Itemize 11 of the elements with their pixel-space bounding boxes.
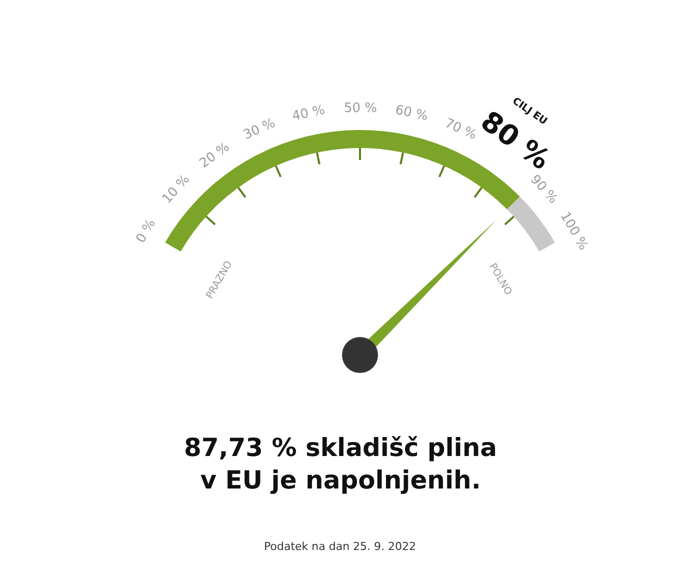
text: Podatek na dan 25. 9. 2022 — [264, 540, 416, 553]
text: 87,73 % skladišč plina v EU je napolnjenih. — [184, 433, 498, 494]
text: 60 % — [394, 102, 430, 124]
text: 0 % — [134, 216, 159, 246]
text: 70 % — [442, 116, 479, 144]
text: 90 % — [527, 172, 560, 207]
text: 50 % — [344, 101, 378, 116]
text: 30 % — [241, 116, 278, 144]
text: 40 % — [290, 102, 326, 124]
text: 10 % — [160, 172, 193, 207]
text: 20 % — [196, 140, 233, 172]
